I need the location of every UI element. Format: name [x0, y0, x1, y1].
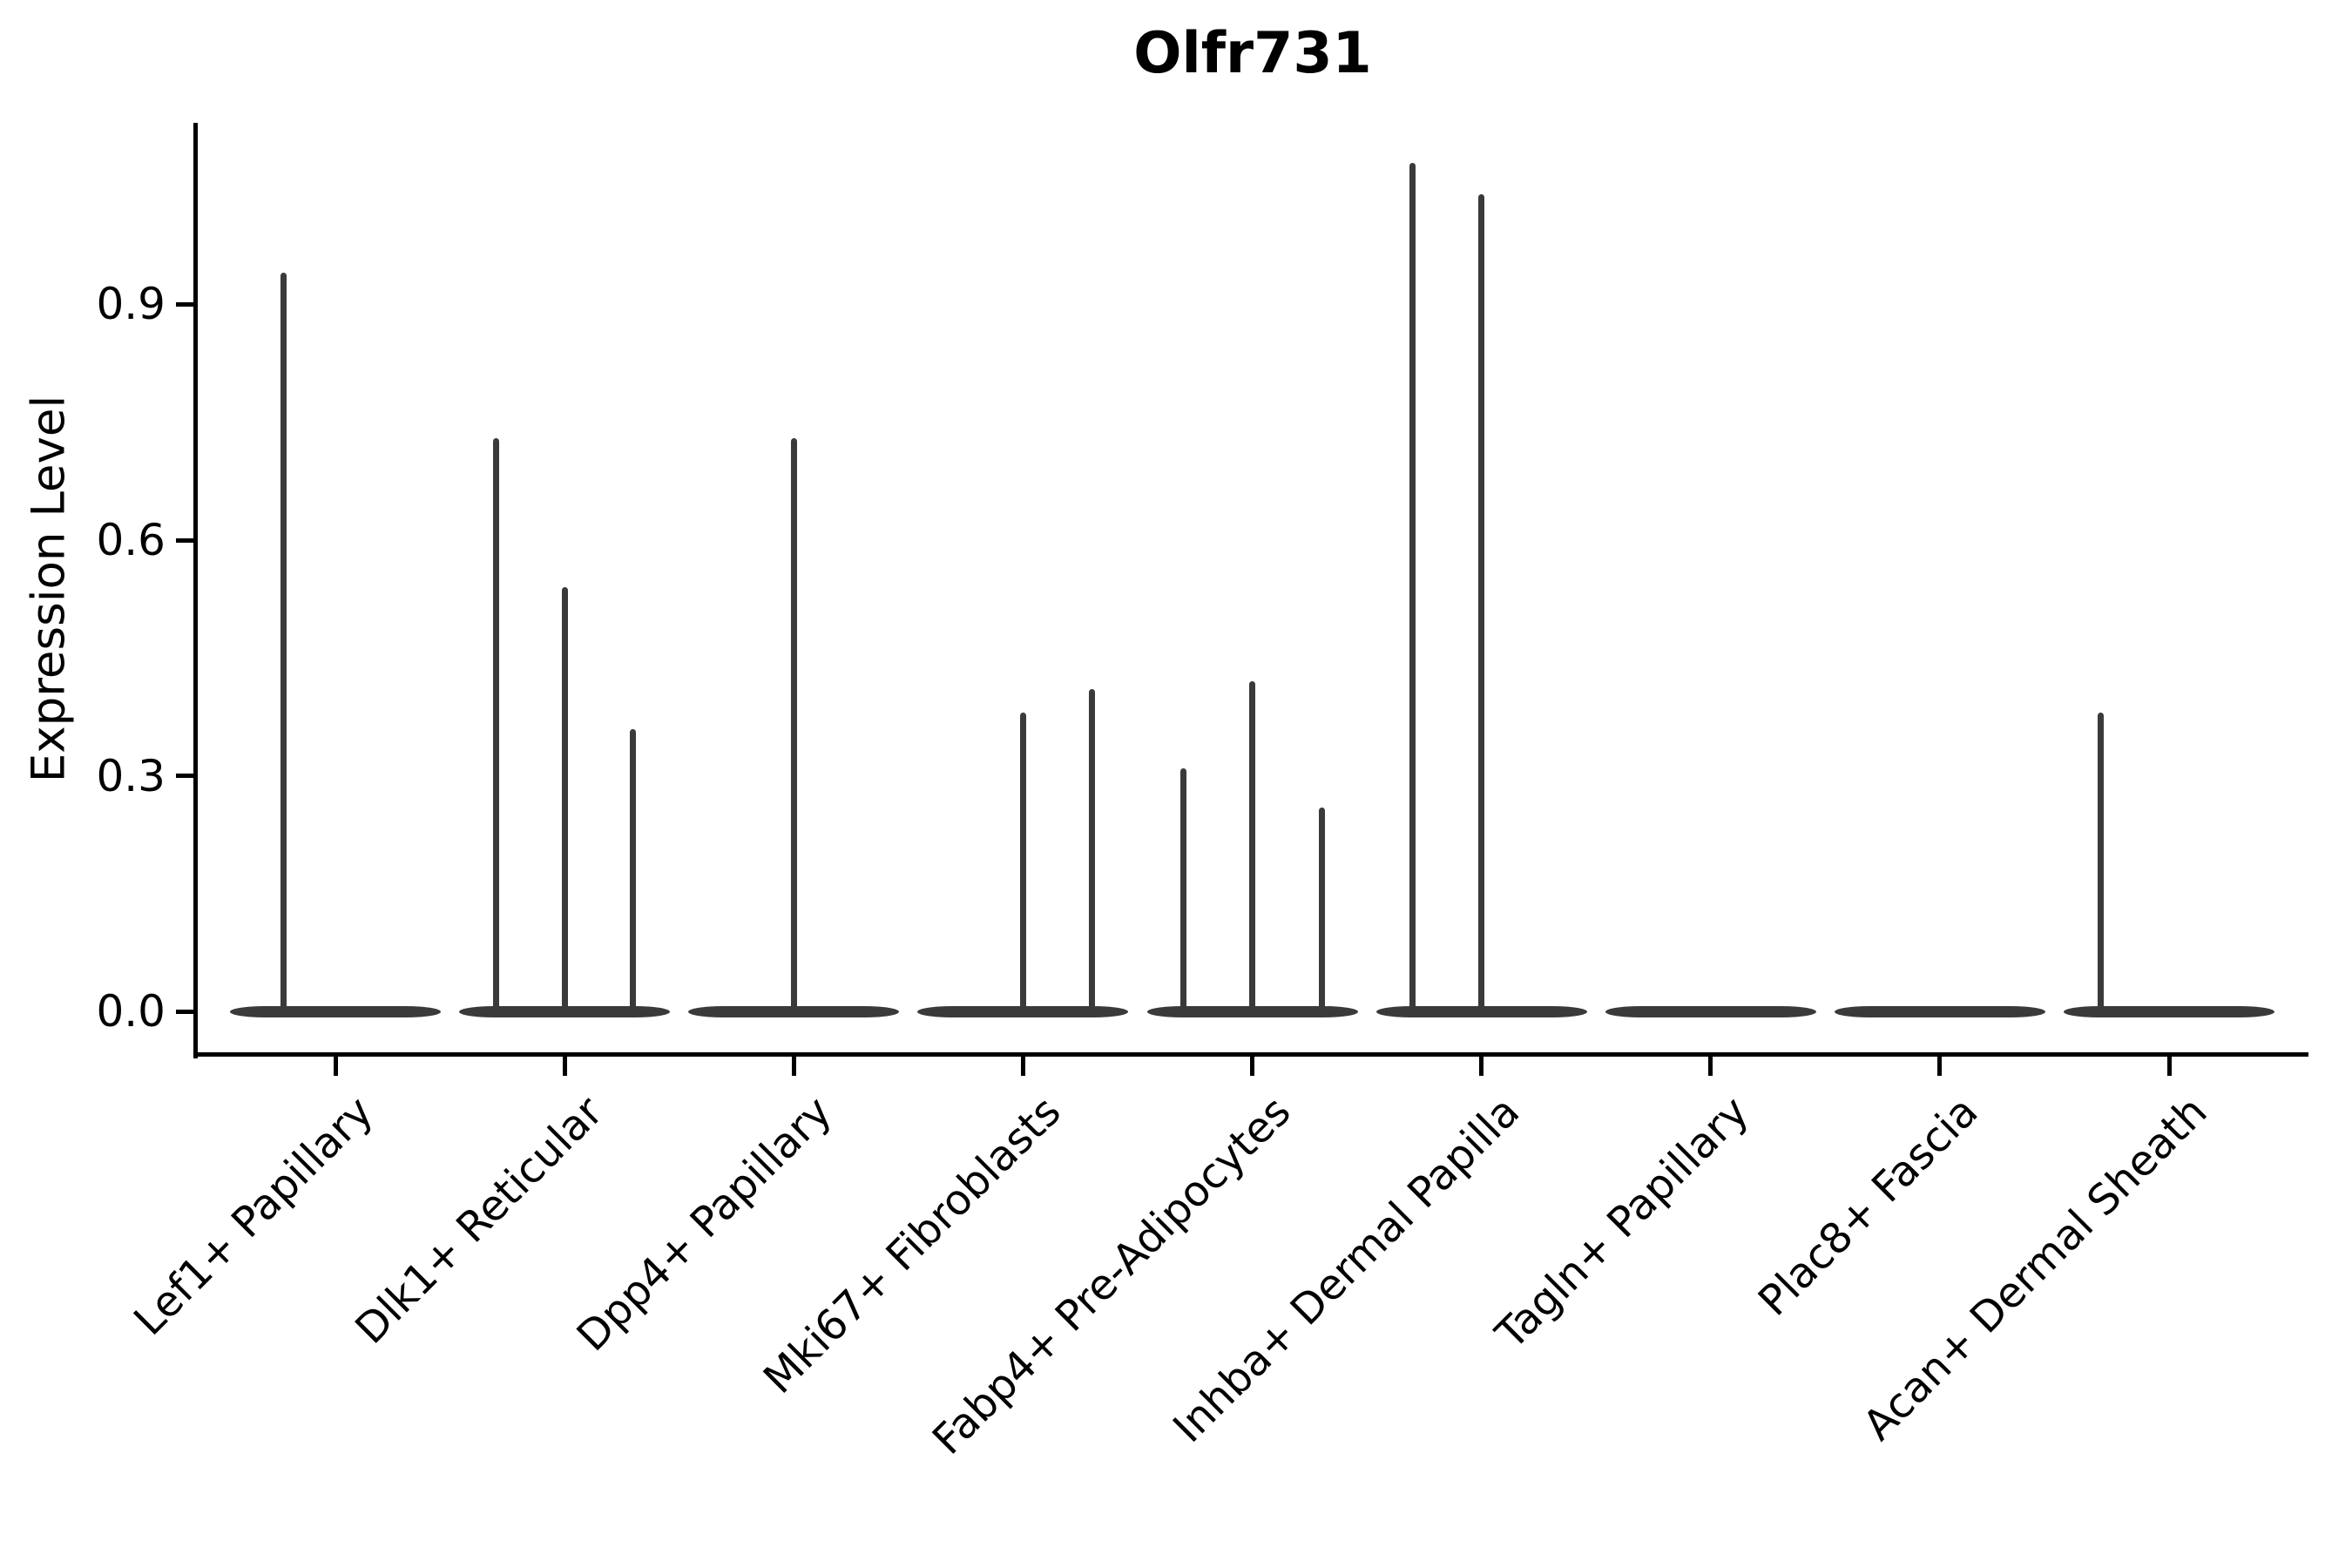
x-axis-category-label: Lef1+ Papillary	[125, 1087, 383, 1345]
violin-spike	[492, 437, 499, 1012]
x-axis-category-label: Dpp4+ Papillary	[567, 1087, 841, 1362]
y-tick-label: 0.9	[96, 279, 166, 330]
violin-body	[1146, 1005, 1358, 1017]
violin-spike	[1088, 689, 1095, 1012]
violin-spike	[561, 587, 568, 1012]
x-axis-line	[193, 1052, 2308, 1057]
x-axis-category-label: Tagln+ Papillary	[1486, 1087, 1759, 1359]
y-tick-label: 0.0	[96, 986, 166, 1037]
violin-body	[459, 1005, 671, 1017]
violin-spike	[1478, 194, 1485, 1012]
x-tick	[1020, 1057, 1025, 1076]
y-axis-label: Expression Level	[22, 395, 76, 783]
violin-body	[1834, 1005, 2045, 1017]
x-tick	[1479, 1057, 1484, 1076]
violin-spike	[790, 437, 797, 1012]
violin-body	[1375, 1005, 1587, 1017]
x-tick	[1937, 1057, 1943, 1076]
y-tick-label: 0.3	[96, 750, 166, 801]
x-tick	[2166, 1057, 2172, 1076]
violin-spike	[1180, 767, 1186, 1012]
violin-body	[688, 1005, 900, 1017]
violin-body	[2064, 1005, 2274, 1017]
y-tick	[176, 1009, 193, 1014]
y-tick-label: 0.6	[96, 515, 166, 566]
x-tick	[1708, 1057, 1713, 1076]
violin-body	[917, 1005, 1129, 1017]
x-axis-category-label: Dlk1+ Reticular	[346, 1087, 612, 1354]
violin-spike	[280, 273, 287, 1012]
violin-spike	[1249, 681, 1255, 1012]
violin-spike	[1319, 807, 1325, 1012]
violin-spike	[629, 728, 636, 1012]
y-tick	[176, 301, 193, 307]
x-tick	[1250, 1057, 1254, 1076]
y-axis-line	[193, 123, 198, 1058]
x-tick	[791, 1057, 796, 1076]
y-tick	[176, 774, 193, 779]
violin-spike	[2097, 713, 2104, 1012]
y-tick	[176, 537, 193, 543]
chart-title: Olfr731	[1133, 21, 1372, 86]
x-axis-category-label: Plac8+ Fascia	[1748, 1087, 1988, 1326]
x-tick	[333, 1057, 338, 1076]
violin-spike	[1409, 163, 1416, 1012]
x-tick	[562, 1057, 567, 1076]
violin-body	[1605, 1005, 1816, 1017]
violin-spike	[1019, 713, 1026, 1012]
violin-body	[230, 1005, 441, 1017]
